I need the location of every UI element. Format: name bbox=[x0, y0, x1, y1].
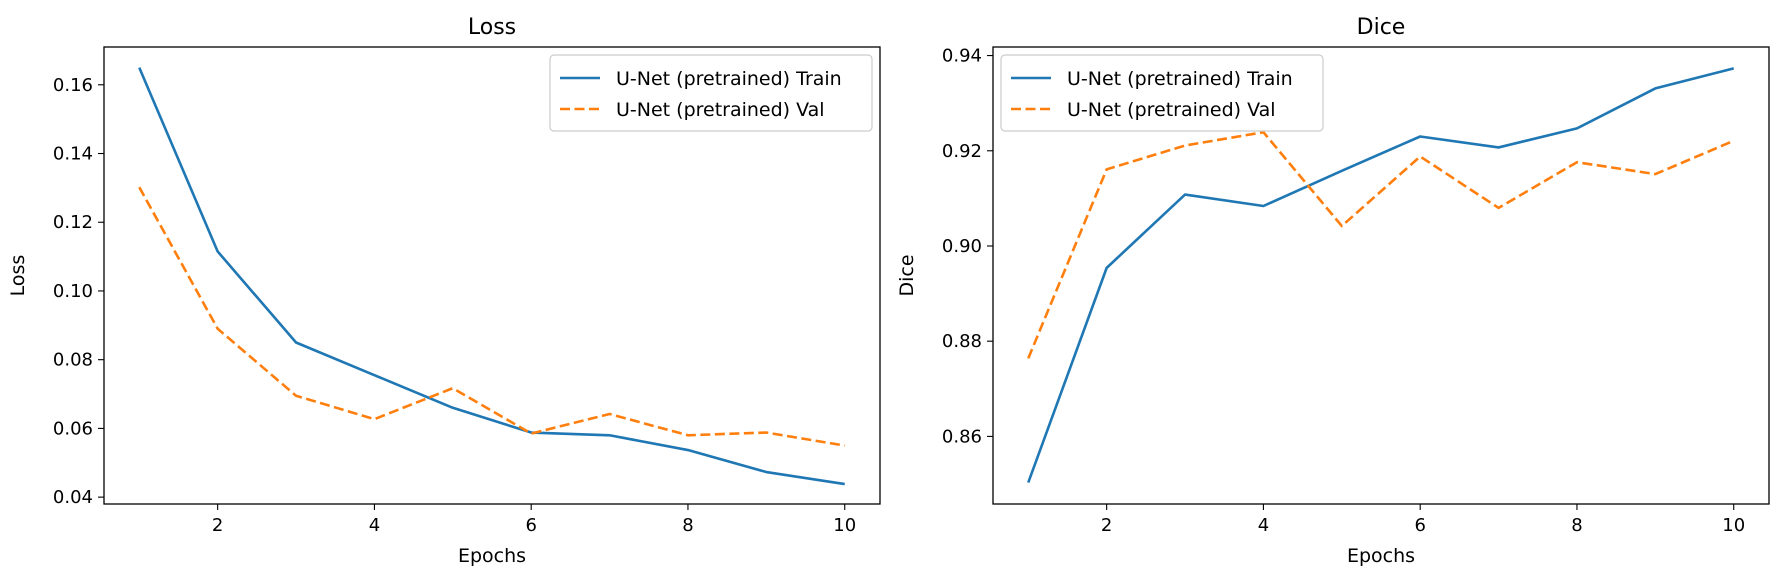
y-tick-label: 0.86 bbox=[942, 426, 982, 447]
series-line-val bbox=[138, 186, 845, 447]
y-axis-label: Loss bbox=[7, 255, 29, 297]
y-tick-label: 0.10 bbox=[53, 281, 93, 302]
x-tick-label: 4 bbox=[1258, 515, 1269, 536]
legend: U-Net (pretrained) Train U-Net (pretraine… bbox=[1000, 54, 1324, 132]
legend-label-train: U-Net (pretrained) Train bbox=[1067, 68, 1293, 90]
x-tick-label: 8 bbox=[1571, 515, 1582, 536]
chart-panel-2: Dice 2 4 6 8 10 0.86 0.88 0.90 0.92 0.94 Epochs Dice… bbox=[896, 15, 1770, 567]
y-tick-label: 0.08 bbox=[53, 350, 93, 371]
x-tick-label: 8 bbox=[682, 515, 693, 536]
series-line-val bbox=[1027, 130, 1735, 359]
chart-title: Dice bbox=[1357, 15, 1406, 40]
x-axis-label: Epochs bbox=[1347, 545, 1415, 567]
x-axis-label: Epochs bbox=[458, 545, 526, 567]
y-tick-label: 0.12 bbox=[53, 212, 93, 233]
y-tick-label: 0.92 bbox=[942, 141, 982, 162]
plot-frame bbox=[103, 46, 881, 505]
y-axis-label: Dice bbox=[896, 254, 918, 296]
y-tick-label: 0.88 bbox=[942, 331, 982, 352]
chart-title: Loss bbox=[468, 15, 516, 40]
legend-box bbox=[549, 54, 873, 132]
legend-label-val: U-Net (pretrained) Val bbox=[1067, 99, 1276, 121]
y-tick-label: 0.14 bbox=[53, 144, 93, 165]
x-tick-label: 6 bbox=[1414, 515, 1425, 536]
x-tick-label: 4 bbox=[369, 515, 380, 536]
x-tick-label: 10 bbox=[1722, 515, 1745, 536]
y-tick-label: 0.90 bbox=[942, 236, 982, 257]
series-line-train bbox=[1027, 67, 1735, 484]
legend: U-Net (pretrained) Train U-Net (pretraine… bbox=[549, 54, 873, 132]
y-tick-label: 0.94 bbox=[942, 46, 982, 67]
legend-label-train: U-Net (pretrained) Train bbox=[616, 68, 842, 90]
legend-label-val: U-Net (pretrained) Val bbox=[616, 99, 825, 121]
legend-box bbox=[1000, 54, 1324, 132]
x-tick-label: 2 bbox=[212, 515, 223, 536]
series-line-train bbox=[138, 67, 845, 486]
plot-frame bbox=[992, 46, 1770, 505]
y-tick-label: 0.06 bbox=[53, 418, 93, 439]
x-tick-label: 10 bbox=[833, 515, 856, 536]
x-tick-label: 2 bbox=[1101, 515, 1112, 536]
y-tick-label: 0.16 bbox=[53, 75, 93, 96]
x-tick-label: 6 bbox=[525, 515, 536, 536]
chart-panel-1: Loss 2 4 6 8 10 0.04 0.06 0.08 0.10 0.12 0.14 0.16 Ep… bbox=[7, 15, 881, 567]
y-tick-label: 0.04 bbox=[53, 487, 93, 508]
